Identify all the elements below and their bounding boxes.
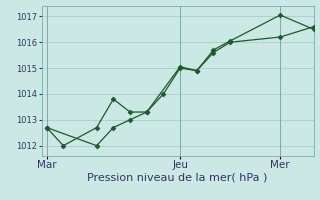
X-axis label: Pression niveau de la mer( hPa ): Pression niveau de la mer( hPa ) bbox=[87, 173, 268, 183]
